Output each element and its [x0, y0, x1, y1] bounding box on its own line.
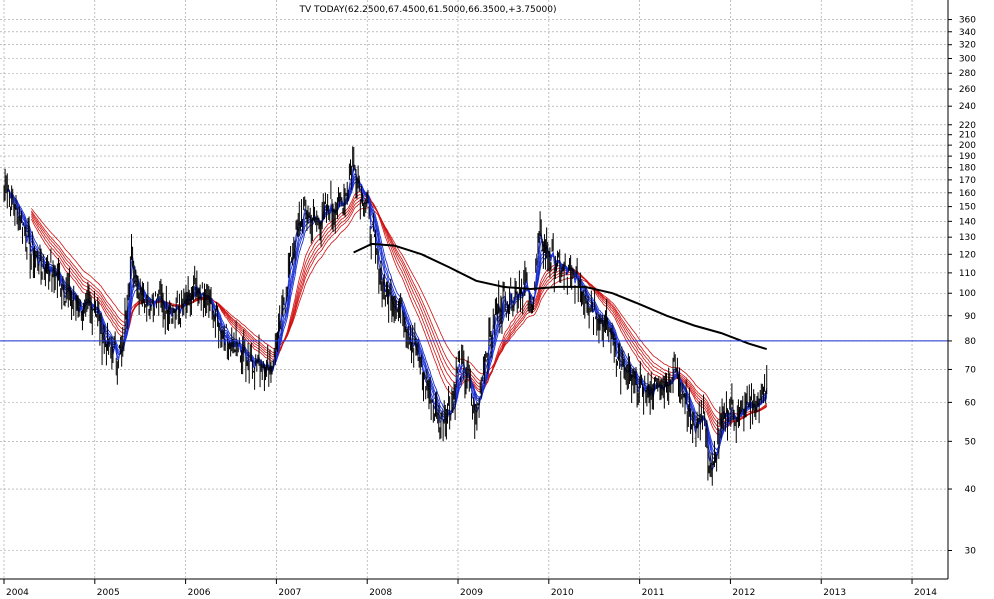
- x-tick-label: 2013: [823, 588, 846, 598]
- y-tick-label: 360: [959, 16, 976, 26]
- long-ma-line: [353, 242, 767, 351]
- y-tick-label: 110: [959, 269, 976, 279]
- y-tick-label: 180: [959, 164, 976, 174]
- y-tick-label: 100: [959, 289, 976, 299]
- y-tick-label: 220: [959, 121, 976, 131]
- y-tick-label: 340: [959, 28, 976, 38]
- x-tick-label: 2007: [278, 588, 301, 598]
- y-tick-label: 240: [959, 102, 976, 112]
- y-tick-label: 140: [959, 217, 976, 227]
- y-tick-label: 130: [959, 233, 976, 243]
- y-tick-label: 90: [965, 312, 977, 322]
- y-tick-label: 120: [959, 250, 976, 260]
- plot-background: [0, 0, 948, 579]
- y-tick-label: 190: [959, 152, 976, 162]
- x-tick-label: 2011: [642, 588, 665, 598]
- long-moving-average: [353, 242, 767, 351]
- x-tick-label: 2009: [460, 588, 483, 598]
- y-tick-label: 320: [959, 41, 976, 51]
- y-tick-label: 70: [965, 365, 977, 375]
- y-tick-label: 210: [959, 131, 976, 141]
- x-tick-label: 2012: [732, 588, 755, 598]
- x-tick-label: 2014: [914, 588, 937, 598]
- x-tick-label: 2004: [6, 588, 29, 598]
- x-tick-label: 2010: [551, 588, 574, 598]
- y-tick-label: 30: [965, 546, 977, 556]
- x-tick-label: 2006: [188, 588, 211, 598]
- y-tick-label: 280: [959, 69, 976, 79]
- y-tick-label: 170: [959, 176, 976, 186]
- x-tick-label: 2008: [369, 588, 392, 598]
- x-tick-label: 2005: [97, 588, 120, 598]
- chart-title: TV TODAY(62.2500,67.4500,61.5000,66.3500…: [299, 5, 557, 15]
- y-tick-label: 200: [959, 141, 976, 151]
- y-tick-label: 150: [959, 203, 976, 213]
- y-tick-label: 300: [959, 55, 976, 65]
- y-tick-label: 160: [959, 189, 976, 199]
- y-tick-label: 40: [965, 485, 977, 495]
- y-tick-label: 60: [965, 398, 977, 408]
- y-tick-label: 80: [965, 337, 977, 347]
- y-tick-label: 260: [959, 85, 976, 95]
- price-bars: [3, 146, 768, 486]
- y-tick-label: 50: [965, 437, 977, 447]
